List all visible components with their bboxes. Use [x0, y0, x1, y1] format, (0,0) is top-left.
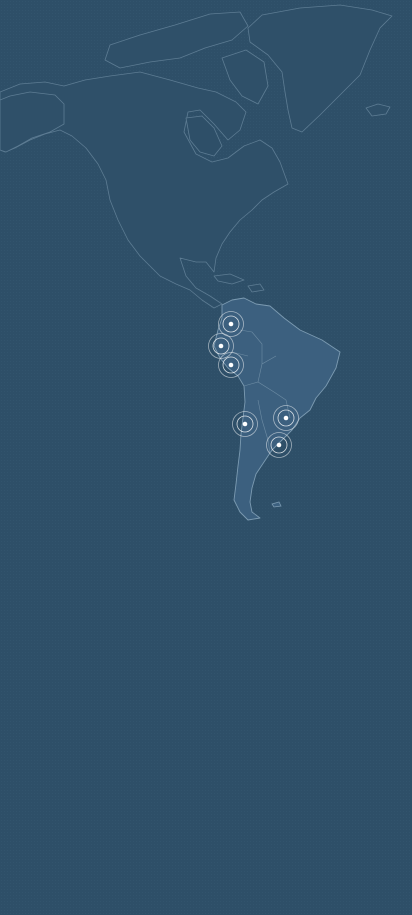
- location-pulse-icon: [228, 362, 234, 368]
- marker-pulse-ring: [232, 411, 258, 437]
- cuba-island: [213, 273, 245, 285]
- location-pulse-icon: [228, 321, 234, 327]
- greenland-landmass: [247, 4, 393, 133]
- hudson-bay: [185, 115, 223, 157]
- marker-pulse-ring: [218, 311, 244, 337]
- marker-pulse-ring: [266, 432, 292, 458]
- falkland-islands: [271, 501, 282, 508]
- location-pulse-icon: [276, 442, 282, 448]
- arctic-islands: [104, 11, 249, 69]
- location-pulse-icon: [283, 415, 289, 421]
- marker-pulse-ring: [236, 415, 254, 433]
- alaska-landmass: [0, 91, 65, 153]
- map-marker-uruguay[interactable]: [266, 432, 292, 458]
- map-marker-ecuador[interactable]: [208, 333, 234, 359]
- baffin-island: [221, 49, 269, 105]
- marker-pulse-ring: [208, 333, 234, 359]
- map-marker-brazil-south[interactable]: [273, 405, 299, 431]
- marker-pulse-ring: [222, 356, 240, 374]
- marker-pulse-ring: [270, 436, 288, 454]
- markers-layer: [208, 311, 299, 458]
- country-borders: [231, 329, 291, 455]
- hispaniola-island: [247, 283, 265, 293]
- marker-pulse-ring: [273, 405, 299, 431]
- marker-pulse-ring: [212, 337, 230, 355]
- north-america-landmass: [0, 71, 289, 309]
- map-marker-peru[interactable]: [218, 352, 244, 378]
- marker-pulse-ring: [222, 315, 240, 333]
- location-pulse-icon: [242, 421, 248, 427]
- marker-pulse-ring: [218, 352, 244, 378]
- map-marker-colombia[interactable]: [218, 311, 244, 337]
- map-marker-chile[interactable]: [232, 411, 258, 437]
- marker-pulse-ring: [277, 409, 295, 427]
- location-pulse-icon: [218, 343, 224, 349]
- iceland-landmass: [365, 103, 391, 117]
